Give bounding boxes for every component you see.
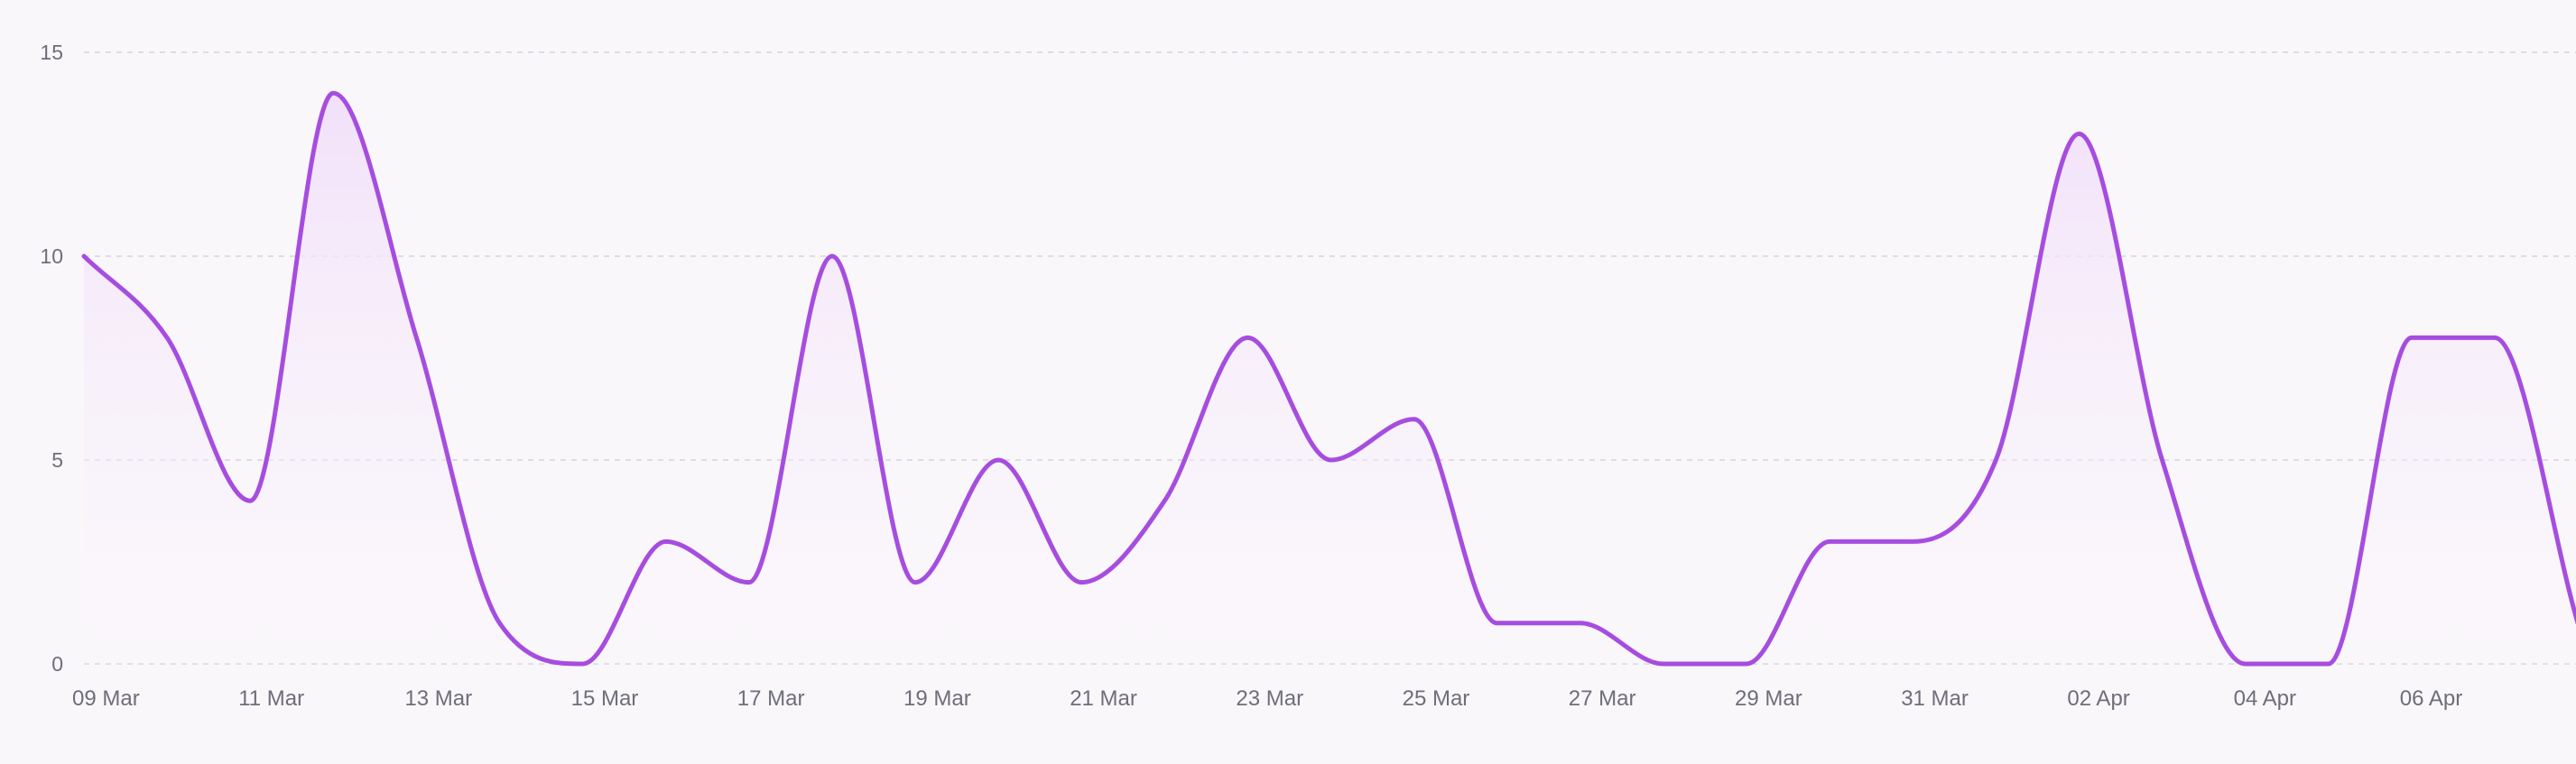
data-point [2157,455,2168,465]
y-tick-label: 5 [51,448,63,472]
data-point [827,251,838,262]
data-point [79,251,89,262]
data-point [1575,618,1586,629]
data-point [2240,658,2251,669]
x-tick-label: 23 Mar [1236,686,1303,711]
data-point [1990,455,2001,465]
data-point [495,618,505,629]
data-point [2406,332,2417,343]
data-point [1907,536,1918,547]
x-tick-label: 09 Mar [72,686,140,711]
data-point [1076,577,1087,588]
data-point [2073,128,2084,139]
x-tick-label: 15 Mar [571,686,639,711]
y-tick-label: 0 [51,652,63,676]
data-point [2489,332,2500,343]
data-point [162,332,172,343]
x-tick-label: 31 Mar [1901,686,1969,711]
data-point [411,332,422,343]
x-tick-label: 17 Mar [737,686,805,711]
x-tick-label: 11 Mar [238,686,304,711]
series-area [84,93,2576,665]
data-point [910,577,921,588]
x-tick-label: 13 Mar [404,686,472,711]
data-point [578,658,588,669]
data-point [1409,414,1420,425]
data-point [1242,332,1253,343]
x-axis: 09 Mar 11 Mar 13 Mar 15 Mar 17 Mar 19 Mar 21 M… [72,686,2462,711]
data-point [1159,495,1170,506]
data-point [1658,658,1669,669]
x-tick-label: 02 Apr [2067,686,2129,711]
data-point [1824,536,1835,547]
data-point [2323,658,2334,669]
data-point [744,577,755,588]
x-tick-label: 06 Apr [2400,686,2462,711]
x-tick-label: 25 Mar [1403,686,1470,711]
x-tick-label: 19 Mar [903,686,971,711]
data-point [1741,658,1752,669]
series-line [81,90,2576,667]
x-tick-label: 21 Mar [1070,686,1137,711]
y-axis: 0 5 10 15 [40,41,63,676]
data-point [661,536,672,547]
data-point [993,455,1004,465]
data-point [1326,455,1337,465]
data-point [1492,618,1503,629]
y-tick-label: 15 [40,41,63,64]
x-tick-label: 04 Apr [2234,686,2296,711]
x-tick-label: 27 Mar [1569,686,1636,711]
x-tick-label: 29 Mar [1735,686,1802,711]
data-point [328,87,338,98]
y-tick-label: 10 [40,244,63,268]
data-point [245,495,255,506]
